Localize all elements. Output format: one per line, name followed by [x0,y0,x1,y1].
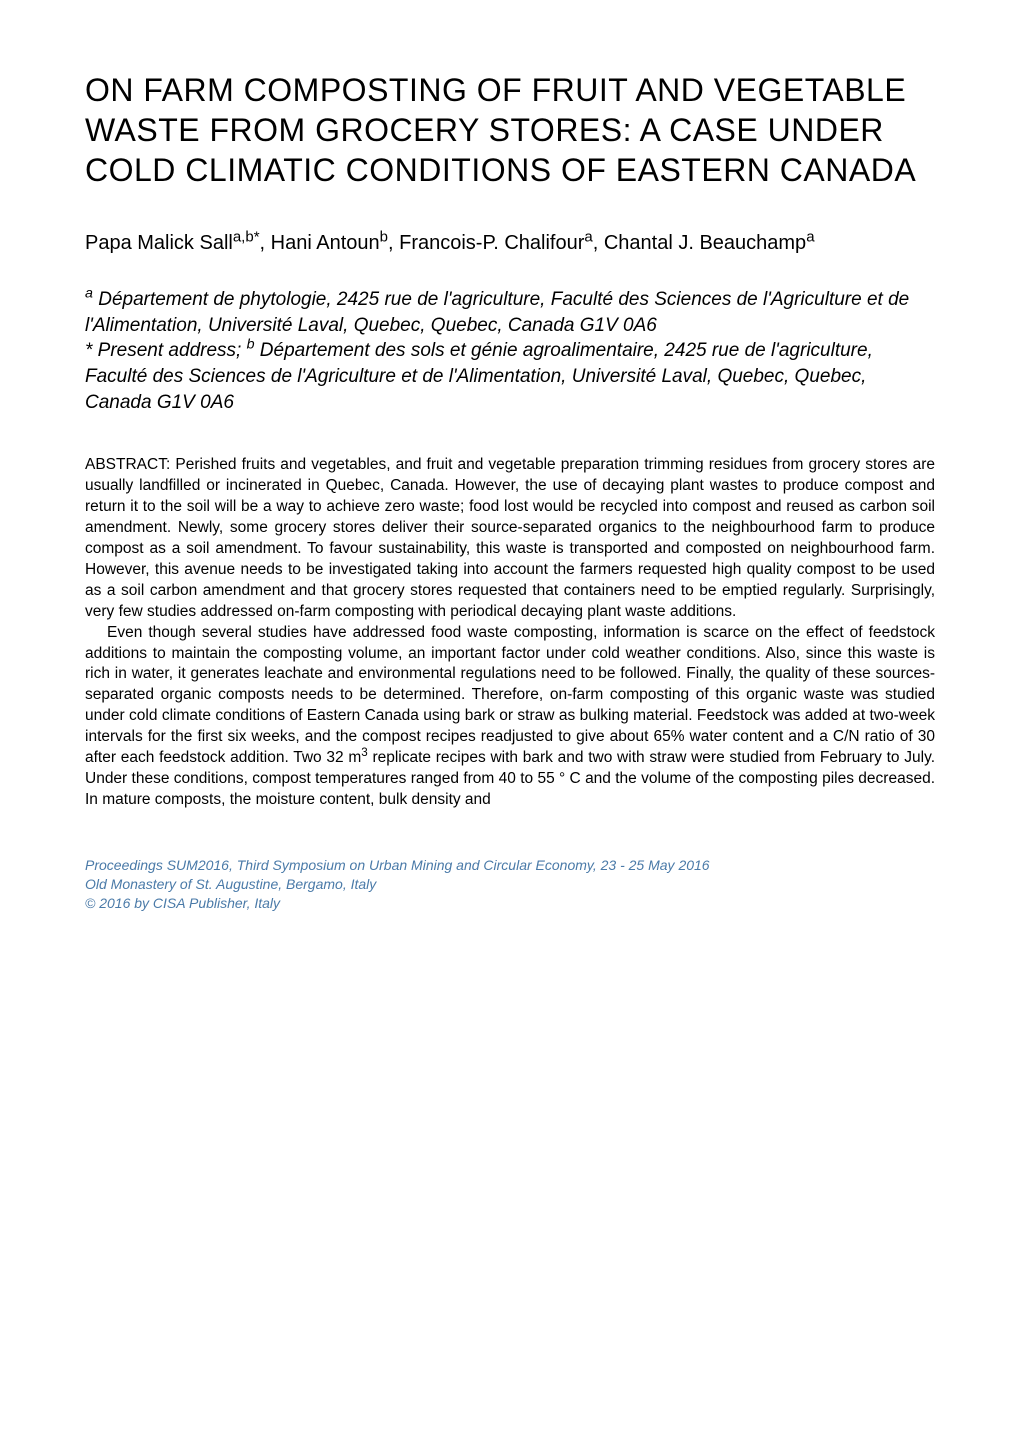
author-affiliation-sup: a,b* [233,228,260,245]
copyright-symbol: © [85,895,99,911]
affiliation-sup: b [247,337,255,353]
author-affiliation-sup: a [806,228,814,245]
author-affiliation-sup: a [584,228,592,245]
footer-proceedings: Proceedings SUM2016, Third Symposium on … [85,856,935,875]
affiliation-text: Département de phytologie, 2425 rue de l… [85,289,909,336]
author-name: , Chantal J. Beauchamp [593,232,806,254]
copyright-text: 2016 by CISA Publisher, Italy [99,895,280,911]
authors-block: Papa Malick Salla,b*, Hani Antounb, Fran… [85,230,935,257]
abstract-block: ABSTRACT: Perished fruits and vegetables… [85,455,935,811]
abstract-text: Even though several studies have address… [85,624,935,767]
author-affiliation-sup: b [380,228,388,245]
author-name: , Francois-P. Chalifour [388,232,584,254]
affiliations-block: a Département de phytologie, 2425 rue de… [85,287,935,415]
affiliation-a: a Département de phytologie, 2425 rue de… [85,287,935,338]
affiliation-b: * Present address; b Département des sol… [85,338,935,415]
abstract-text: Perished fruits and vegetables, and frui… [85,456,935,619]
affiliation-prefix: * Present address; [85,340,247,361]
abstract-paragraph-1: ABSTRACT: Perished fruits and vegetables… [85,455,935,622]
author-name: , Hani Antoun [260,232,380,254]
footer-block: Proceedings SUM2016, Third Symposium on … [85,856,935,913]
paper-title: ON FARM COMPOSTING OF FRUIT AND VEGETABL… [85,70,935,190]
author-name: Papa Malick Sall [85,232,233,254]
affiliation-sup: a [85,286,93,302]
abstract-paragraph-2: Even though several studies have address… [85,623,935,811]
footer-copyright: © 2016 by CISA Publisher, Italy [85,894,935,913]
abstract-label: ABSTRACT: [85,456,175,473]
footer-location: Old Monastery of St. Augustine, Bergamo,… [85,875,935,894]
